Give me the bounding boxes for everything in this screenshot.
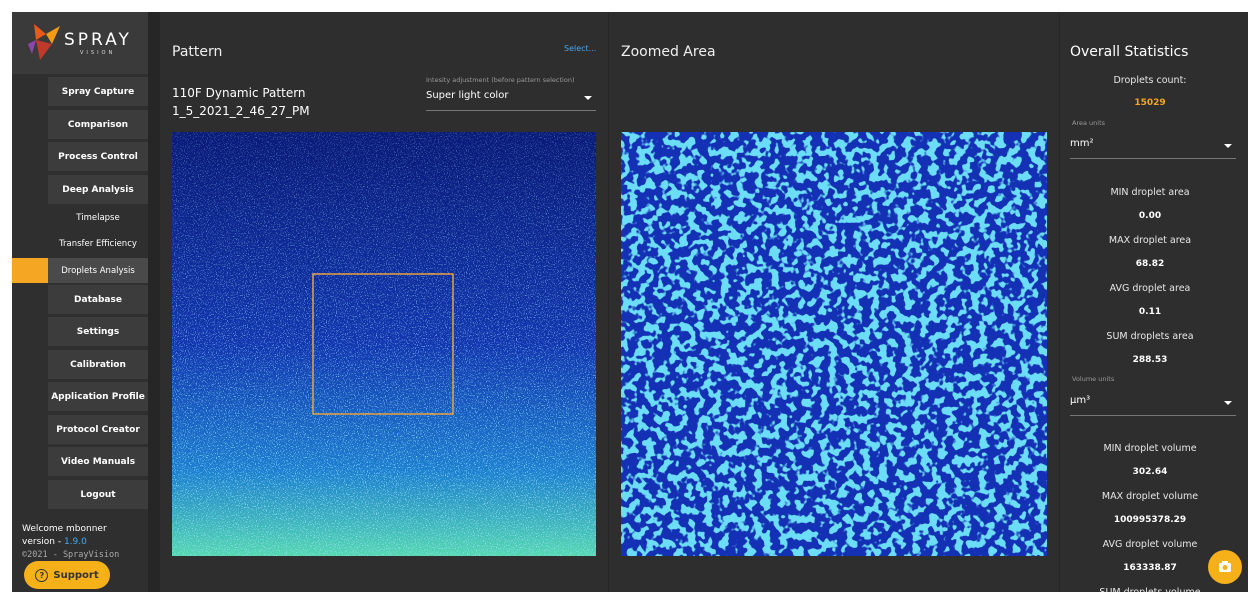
intensity-value: Super light color — [426, 90, 509, 101]
menu-item[interactable]: Calibration — [48, 350, 148, 379]
stat-value: 163338.87 — [1123, 563, 1177, 573]
camera-button[interactable] — [1208, 550, 1242, 584]
pattern-date: 1_5_2021_2_46_27_PM — [172, 104, 310, 118]
support-label: Support — [53, 569, 99, 581]
menu-item[interactable]: Protocol Creator — [48, 415, 148, 444]
logo-subtext: VISION — [80, 50, 116, 56]
menu-item[interactable]: Video Manuals — [48, 447, 148, 476]
copyright: ©2021 - SprayVision — [22, 550, 120, 560]
count-label: Droplets count: — [1113, 75, 1187, 86]
version-row: version - 1.9.0 — [22, 537, 87, 547]
volume-units: µm³ — [1070, 395, 1091, 406]
sidebar: SPRAY VISION Spray Capture Comparison Proc… — [12, 12, 148, 592]
volume-units-label: Volume units — [1072, 375, 1115, 383]
stat-label: MAX droplet volume — [1101, 491, 1199, 502]
stats-panel: Overall Statistics Droplets count: 15029… — [1060, 12, 1248, 592]
stat-label: SUM droplets volume — [1060, 587, 1240, 592]
stat-value: 0.00 — [1138, 211, 1162, 221]
stat-label: AVG droplet area — [1109, 283, 1191, 294]
stat-value: 68.82 — [1135, 259, 1165, 269]
menu-item[interactable]: Logout — [48, 480, 148, 509]
intensity-label: Intesity adjustment (before pattern sele… — [426, 76, 575, 84]
pattern-name: 110F Dynamic Pattern — [172, 86, 306, 100]
stat-label: SUM droplets area — [1106, 331, 1194, 342]
menu-item[interactable]: Comparison — [48, 110, 148, 139]
stats-title: Overall Statistics — [1070, 44, 1189, 60]
stat-label: MAX droplet area — [1108, 235, 1192, 246]
area-units: mm² — [1070, 138, 1094, 149]
stat-label: MIN droplet volume — [1103, 443, 1197, 454]
version: 1.9.0 — [63, 537, 87, 547]
menu-item[interactable]: Process Control — [48, 142, 148, 171]
menu-item[interactable]: Spray Capture — [48, 77, 148, 106]
camera-icon — [1219, 561, 1231, 572]
stat-value: 0.11 — [1138, 307, 1162, 317]
logo-icon — [28, 24, 60, 60]
active-indicator — [12, 258, 48, 283]
select-link[interactable]: Select... — [564, 44, 597, 53]
logo-text: SPRAY — [64, 30, 132, 50]
zoomed-image — [621, 132, 1047, 556]
logo[interactable]: SPRAY VISION — [12, 12, 148, 74]
support-button[interactable]: ? Support — [24, 561, 110, 589]
area-units-label: Area units — [1072, 119, 1106, 127]
welcome-text: Welcome mbonner — [22, 524, 107, 534]
app: SPRAY VISION Spray Capture Comparison Proc… — [12, 12, 1248, 592]
pattern-image — [172, 132, 596, 556]
zoomed-title: Zoomed Area — [621, 44, 716, 60]
area-units-select[interactable]: mm² — [1070, 138, 1236, 159]
menu-item[interactable]: Database — [48, 285, 148, 314]
stat-value: 302.64 — [1132, 467, 1168, 477]
stat-label: MIN droplet area — [1110, 187, 1190, 198]
menu-item[interactable]: Timelapse — [76, 213, 120, 223]
menu-item[interactable]: Droplets Analysis — [48, 258, 148, 283]
pattern-title: Pattern — [172, 44, 223, 60]
version-label: version - — [22, 537, 64, 547]
count-value: 15029 — [1134, 98, 1166, 108]
pattern-panel: Pattern Select... 110F Dynamic Pattern 1… — [160, 12, 608, 592]
menu-item[interactable]: Transfer Efficiency — [59, 239, 137, 249]
zoomed-panel: Zoomed Area — [609, 12, 1059, 592]
menu-item[interactable]: Deep Analysis — [48, 175, 148, 204]
stat-label: AVG droplet volume — [1102, 539, 1198, 550]
menu-item[interactable]: Application Profile — [48, 382, 148, 411]
volume-units-select[interactable]: µm³ — [1070, 395, 1236, 416]
intensity-select[interactable]: Super light color — [426, 90, 596, 111]
stat-value: 288.53 — [1132, 355, 1168, 365]
stat-value: 100995378.29 — [1113, 515, 1187, 525]
menu-item[interactable]: Settings — [48, 317, 148, 346]
